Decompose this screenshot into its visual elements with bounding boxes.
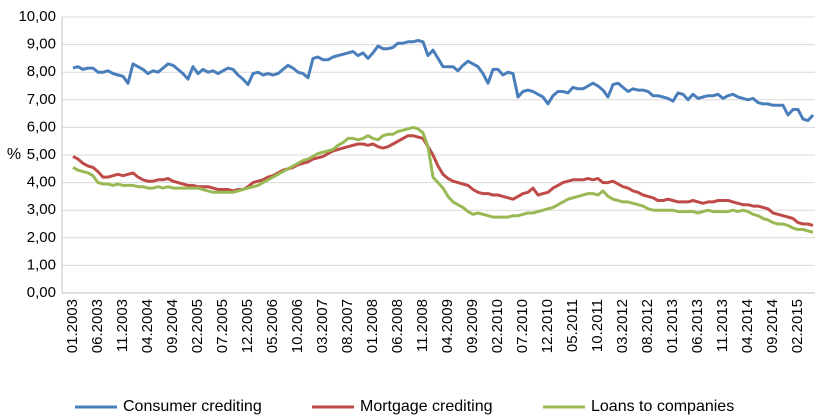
x-tick-label: 11.2008 <box>414 299 431 352</box>
x-tick-label: 04.2014 <box>739 299 756 353</box>
x-tick-label: 03.2012 <box>614 299 631 353</box>
x-tick-label: 09.2014 <box>764 299 781 353</box>
x-tick-label: 04.2009 <box>439 299 456 353</box>
y-tick-label: 7,00 <box>27 91 56 108</box>
y-tick-label: 4,00 <box>27 174 56 191</box>
y-tick-label: 6,00 <box>27 118 56 135</box>
x-tick-label: 06.2003 <box>89 299 106 353</box>
x-tick-label: 07.2005 <box>214 299 231 353</box>
x-tick-label: 01.2003 <box>64 299 81 353</box>
y-tick-label: 9,00 <box>27 36 56 53</box>
y-tick-label: 1,00 <box>27 256 56 273</box>
legend-item: Loans to companies <box>543 398 734 415</box>
y-tick-label: 10,00 <box>18 8 56 25</box>
y-tick-label: 8,00 <box>27 63 56 80</box>
x-tick-label: 09.2004 <box>164 299 181 353</box>
x-tick-label: 08.2012 <box>639 299 656 353</box>
x-tick-label: 11.2003 <box>114 299 131 352</box>
x-tick-label: 09.2009 <box>464 299 481 353</box>
series-line <box>72 39 815 122</box>
x-tick-label: 07.2010 <box>514 299 531 353</box>
legend-item: Consumer crediting <box>75 398 262 415</box>
x-tick-label: 11.2013 <box>714 299 731 352</box>
x-tick-label: 05.2006 <box>264 299 281 353</box>
y-tick-label: 5,00 <box>27 146 56 163</box>
x-tick-label: 06.2013 <box>689 299 706 353</box>
x-tick-label: 06.2008 <box>389 299 406 353</box>
x-tick-label: 10.2006 <box>289 299 306 353</box>
y-tick-label: 2,00 <box>27 229 56 246</box>
x-tick-label: 02.2015 <box>789 299 806 353</box>
y-tick-label: 3,00 <box>27 201 56 218</box>
x-tick-label: 01.2013 <box>664 299 681 353</box>
legend-label: Mortgage crediting <box>360 398 493 415</box>
y-tick-label: 0,00 <box>27 284 56 301</box>
x-tick-label: 02.2005 <box>189 299 206 353</box>
x-tick-label: 01.2008 <box>364 299 381 353</box>
x-tick-label: 03.2007 <box>314 299 331 353</box>
legend-item: Mortgage crediting <box>312 398 493 415</box>
series-line <box>72 134 814 227</box>
x-tick-label: 04.2004 <box>139 299 156 353</box>
x-tick-label: 05.2011 <box>564 299 581 352</box>
series-line <box>72 125 814 234</box>
legend-label: Consumer crediting <box>123 398 262 415</box>
legend-label: Loans to companies <box>591 398 734 415</box>
x-tick-label: 08.2007 <box>339 299 356 353</box>
x-tick-label: 12.2010 <box>539 299 556 353</box>
x-tick-label: 12.2005 <box>239 299 256 353</box>
x-tick-label: 02.2010 <box>489 299 506 353</box>
x-tick-label: 10.2011 <box>589 299 606 352</box>
y-axis-label: % <box>7 146 21 163</box>
